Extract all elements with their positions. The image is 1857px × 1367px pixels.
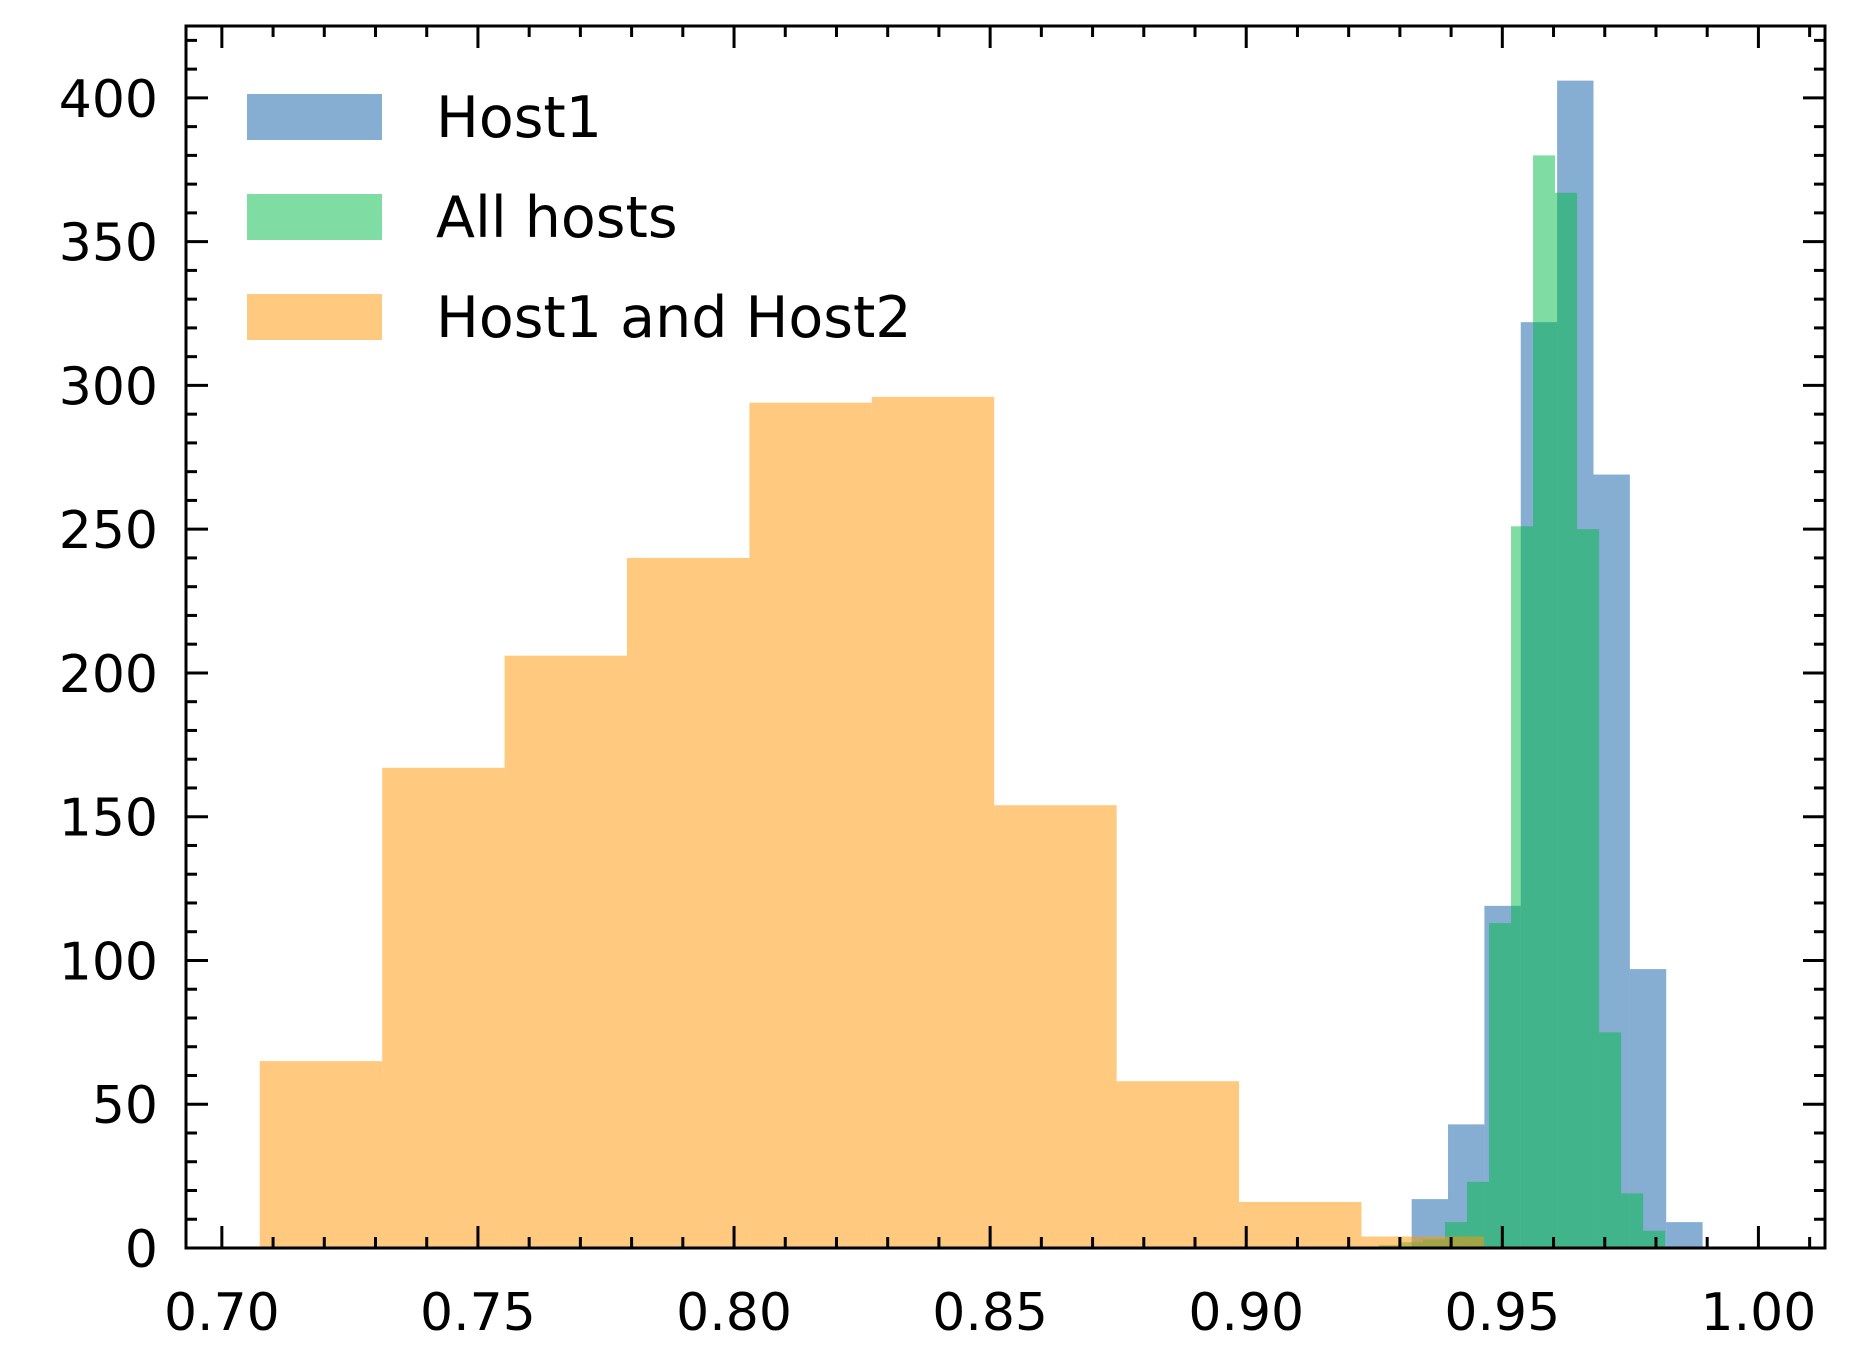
x-tick-label: 0.80 [676,1283,792,1343]
histogram-bar [1643,1230,1666,1248]
legend-swatch [247,294,382,340]
plot-frame [184,24,1827,1250]
histogram-bar [749,402,872,1248]
y-tick-label: 150 [59,789,158,849]
x-tick-label: 0.90 [1188,1283,1304,1343]
histogram-bar [259,1061,383,1248]
histogram-bar [626,557,750,1248]
y-tick-label: 250 [59,501,158,561]
y-tick-label: 0 [125,1220,158,1280]
histogram-bar [1361,1236,1484,1248]
series-host1-and-host2 [259,396,1484,1248]
x-tick-label: 0.95 [1444,1283,1560,1343]
histogram-bar [994,805,1117,1248]
legend-item: All hosts [247,185,678,251]
histogram-bar [1533,155,1556,1249]
legend: Host1 All hosts Host1 and Host2 [247,85,912,351]
series-all-hosts [1378,155,1666,1249]
y-tick-label: 200 [59,645,158,705]
legend-label: All hosts [436,185,678,251]
x-tick-label: 0.75 [420,1283,536,1343]
legend-label: Host1 and Host2 [436,285,912,351]
y-tick-labels: 0 50 100 150 200 250 300 350 400 [59,70,158,1280]
legend-swatch [247,194,382,240]
legend-item: Host1 [247,85,602,151]
x-tick-label: 0.70 [164,1283,280,1343]
histogram-bar [1116,1081,1240,1248]
x-tick-label: 1.00 [1701,1283,1817,1343]
histogram-bar [504,655,627,1248]
histogram-bar [1599,1032,1622,1248]
histogram-bar [382,767,505,1248]
histogram-bars [259,80,1703,1249]
y-tick-label: 50 [92,1076,158,1136]
histogram-bar [1239,1201,1362,1248]
y-tick-label: 300 [59,357,158,417]
histogram-bar [871,396,995,1248]
histogram-bar [1666,1222,1703,1248]
histogram-bar [1466,1181,1490,1248]
x-tick-label: 0.85 [932,1283,1048,1343]
histogram-bar [1555,192,1578,1248]
y-tick-label: 350 [59,214,158,274]
legend-label: Host1 [436,85,602,151]
histogram-bar [1511,526,1534,1248]
y-tick-label: 100 [59,932,158,992]
histogram-bar [1489,923,1512,1248]
legend-swatch [247,94,382,140]
legend-item: Host1 and Host2 [247,285,912,351]
x-tick-labels: 0.70 0.75 0.80 0.85 0.90 0.95 1.00 [164,1283,1816,1343]
histogram-bar [1621,1193,1644,1248]
y-tick-label: 400 [59,70,158,130]
axis-ticks [186,26,1825,1250]
histogram-bar [1577,529,1600,1248]
